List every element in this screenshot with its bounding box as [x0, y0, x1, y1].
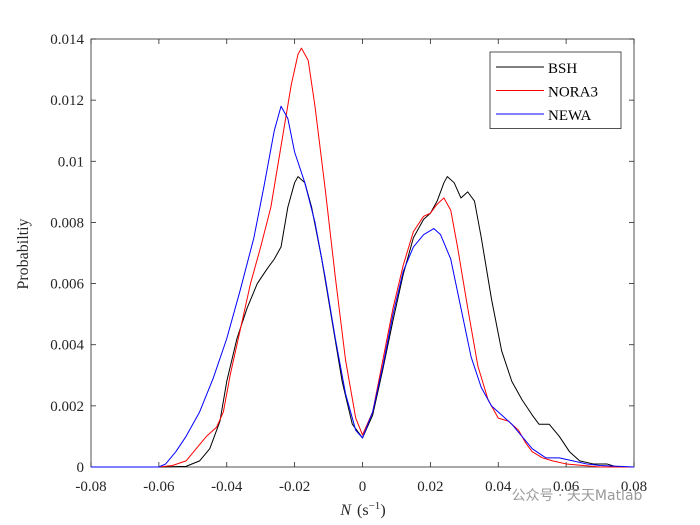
y-tick-label: 0.01 [58, 154, 84, 170]
x-tick-label: 0.02 [417, 479, 443, 495]
x-axis-title: N (s−1) [339, 500, 385, 519]
y-tick-label: 0.008 [50, 215, 84, 231]
legend-label-bsh: BSH [548, 61, 577, 77]
x-tick-label: 0 [359, 479, 367, 495]
y-tick-label: 0.014 [50, 32, 84, 48]
x-tick-label: 0.04 [485, 479, 512, 495]
x-axis: -0.08 -0.06 -0.04 -0.02 0 0.02 0.04 0.06 0.08 [75, 39, 647, 495]
y-axis: 0 0.002 0.004 0.006 0.008 0.01 0.012 0.014 [50, 32, 634, 476]
y-tick-label: 0 [77, 460, 85, 476]
legend-label-nora3: NORA3 [548, 85, 598, 101]
x-tick-label: -0.02 [279, 479, 310, 495]
x-tick-label: 0.06 [553, 479, 580, 495]
y-axis-title: Probabiltiy [15, 218, 32, 289]
x-tick-label: -0.04 [211, 479, 243, 495]
y-tick-label: 0.006 [50, 277, 84, 293]
series-layer [91, 47, 635, 468]
y-tick-label: 0.012 [50, 93, 84, 109]
y-tick-label: 0.002 [50, 399, 84, 415]
legend-box [489, 51, 622, 129]
legend-label-newa: NEWA [548, 108, 591, 124]
x-tick-label: -0.06 [143, 479, 175, 495]
y-tick-label: 0.004 [50, 338, 84, 354]
series-line-bsh [91, 176, 634, 468]
x-tick-label: 0.08 [621, 479, 647, 495]
legend: BSH NORA3 NEWA [489, 51, 622, 129]
x-tick-label: -0.08 [75, 479, 106, 495]
watermark-text: 公众号 · 天天Matlab [512, 488, 643, 504]
series-line-newa [91, 105, 635, 468]
